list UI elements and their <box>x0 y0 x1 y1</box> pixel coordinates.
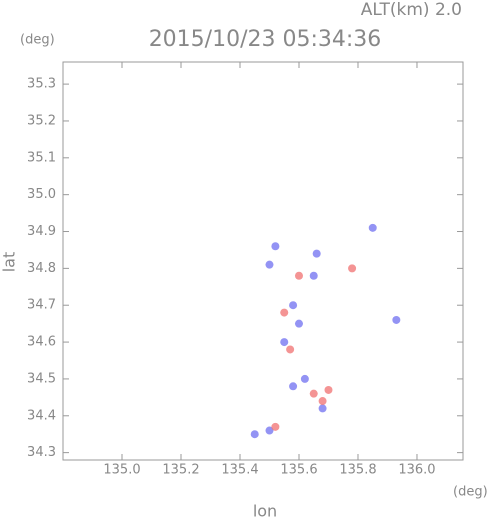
y-tick-label: 34.5 <box>27 371 56 386</box>
data-point <box>271 422 280 431</box>
y-tick-label: 35.1 <box>27 150 56 165</box>
data-point <box>318 404 327 413</box>
data-point <box>392 315 401 324</box>
y-tick-label: 34.8 <box>27 261 56 276</box>
y-tick-label: 35.3 <box>27 77 56 92</box>
y-tick-label: 34.4 <box>27 408 56 423</box>
data-point <box>294 271 303 280</box>
data-point <box>280 308 289 317</box>
y-axis-label: lat <box>0 252 19 273</box>
data-point <box>286 345 295 354</box>
x-tick-label: 135.8 <box>339 463 376 478</box>
data-point <box>309 271 318 280</box>
data-point <box>309 389 318 398</box>
data-point <box>289 382 298 391</box>
data-point <box>271 242 280 251</box>
altitude-annotation: ALT(km) 2.0 <box>361 0 462 20</box>
y-tick-label: 34.7 <box>27 298 56 313</box>
data-point <box>294 319 303 328</box>
data-point <box>289 301 298 310</box>
y-tick-label: 35.0 <box>27 187 56 202</box>
y-tick-label: 34.9 <box>27 224 56 239</box>
chart-title: 2015/10/23 05:34:36 <box>149 27 382 52</box>
x-tick-label: 136.0 <box>398 463 435 478</box>
data-point <box>300 374 309 383</box>
data-point <box>324 385 333 394</box>
x-axis-label: lon <box>253 502 277 521</box>
x-tick-label: 135.6 <box>280 463 317 478</box>
data-point <box>318 397 327 406</box>
plot-frame <box>62 61 464 461</box>
x-tick-label: 135.4 <box>221 463 258 478</box>
data-point <box>368 223 377 232</box>
x-tick-label: 135.2 <box>162 463 199 478</box>
x-tick-label: 135.0 <box>103 463 140 478</box>
x-unit: (deg) <box>453 485 488 500</box>
data-point <box>250 430 259 439</box>
y-unit: (deg) <box>20 33 55 48</box>
data-point <box>265 260 274 269</box>
data-point <box>348 264 357 273</box>
y-tick-label: 34.6 <box>27 335 56 350</box>
data-point <box>280 338 289 347</box>
data-point <box>265 426 274 435</box>
y-tick-label: 34.3 <box>27 445 56 460</box>
y-tick-label: 35.2 <box>27 113 56 128</box>
data-point <box>312 249 321 258</box>
